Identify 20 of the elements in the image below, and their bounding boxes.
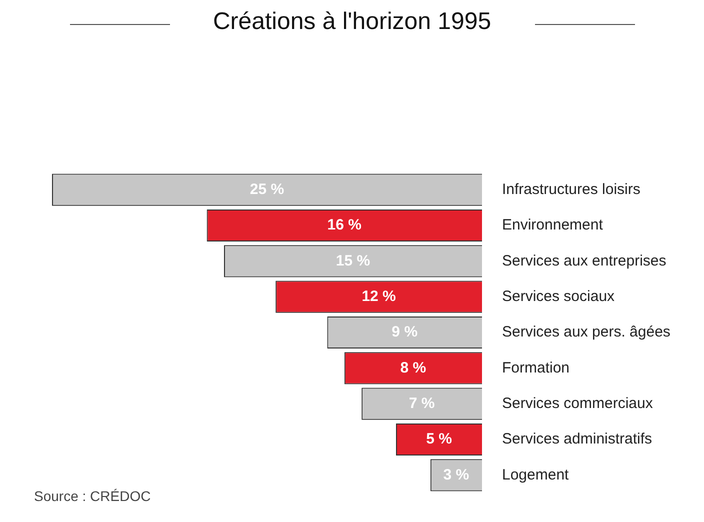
data-label: 9 %	[392, 324, 418, 341]
y-tick-label: Environnement	[502, 216, 604, 234]
data-label: 3 %	[443, 466, 470, 484]
data-label: 12 %	[362, 288, 396, 305]
y-tick-label: Logement	[502, 466, 570, 484]
data-label: 5 %	[426, 430, 452, 448]
y-tick-label: Services commerciaux	[502, 394, 654, 412]
y-tick-label: Services aux entreprises	[502, 252, 666, 270]
y-tick-label: Formation	[502, 359, 570, 376]
chart-title: Créations à l'horizon 1995	[198, 8, 506, 35]
data-label: 15 %	[336, 252, 370, 270]
data-label: 8 %	[400, 359, 426, 376]
y-tick-label: Services aux pers. âgées	[502, 324, 670, 341]
annotation: Source : CRÉDOC	[34, 488, 151, 504]
data-label: 25 %	[250, 180, 284, 198]
data-label: 16 %	[327, 216, 362, 234]
y-tick-label: Services sociaux	[502, 288, 616, 305]
data-label: 7 %	[408, 394, 435, 412]
y-tick-label: Services administratifs	[502, 430, 652, 448]
y-tick-label: Infrastructures loisirs	[502, 180, 640, 198]
